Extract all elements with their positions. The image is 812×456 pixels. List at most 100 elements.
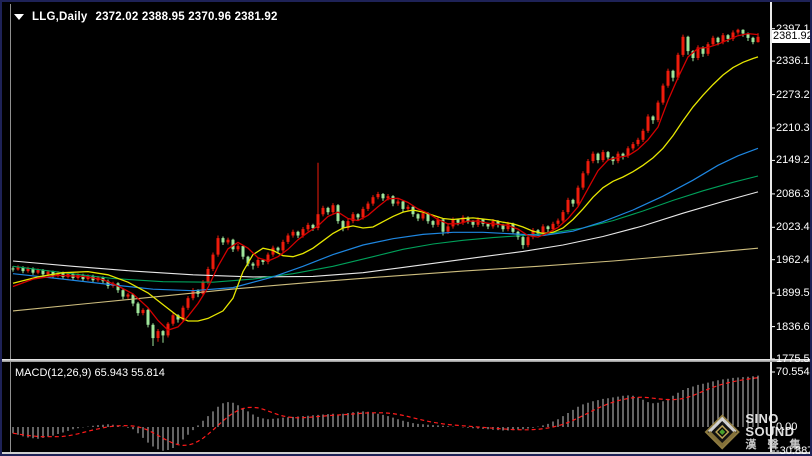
candle-body bbox=[56, 272, 60, 276]
symbol-dropdown-icon[interactable] bbox=[14, 14, 24, 20]
candle-body bbox=[736, 29, 740, 33]
candle-body bbox=[416, 214, 420, 219]
candle-body bbox=[726, 35, 730, 39]
candle-body bbox=[346, 221, 350, 228]
candle-body bbox=[566, 199, 570, 213]
candle-body bbox=[436, 219, 440, 225]
candle-body bbox=[681, 36, 685, 55]
candle-body bbox=[61, 272, 65, 277]
candle-body bbox=[351, 214, 355, 222]
candle-body bbox=[271, 247, 275, 255]
candle-body bbox=[636, 139, 640, 145]
candle-body bbox=[276, 247, 280, 251]
candle-body bbox=[526, 237, 530, 246]
candle-body bbox=[706, 44, 710, 54]
pane-separator[interactable] bbox=[2, 359, 810, 362]
candle-body bbox=[396, 201, 400, 204]
candle-body bbox=[621, 153, 625, 156]
candle-body bbox=[386, 196, 390, 199]
candle-body bbox=[371, 197, 375, 204]
candle-body bbox=[16, 267, 20, 270]
chart-left-border bbox=[10, 4, 11, 452]
candle-body bbox=[121, 290, 125, 297]
candle-body bbox=[36, 270, 40, 273]
candle-body bbox=[356, 214, 360, 218]
current-price-tag: 2381.92 bbox=[772, 30, 810, 43]
candle-body bbox=[581, 173, 585, 188]
candle-body bbox=[576, 187, 580, 204]
ma-line-red-fast bbox=[12, 32, 759, 331]
candle-body bbox=[556, 220, 560, 224]
candle-body bbox=[361, 208, 365, 218]
candle-body bbox=[286, 235, 290, 242]
candle-body bbox=[506, 223, 510, 230]
candle-body bbox=[641, 130, 645, 140]
brand-logo-icon bbox=[704, 413, 740, 450]
candle-body bbox=[281, 241, 285, 251]
macd-indicator-label: MACD(12,26,9) 65.943 55.814 bbox=[15, 367, 165, 379]
candle-body bbox=[666, 70, 670, 86]
candle-body bbox=[496, 221, 500, 225]
candle-body bbox=[756, 36, 760, 43]
candle-body bbox=[366, 203, 370, 209]
candle-body bbox=[421, 213, 425, 219]
candle-body bbox=[441, 219, 445, 232]
candle-body bbox=[571, 199, 575, 204]
candle-body bbox=[46, 271, 50, 275]
candle-body bbox=[181, 307, 185, 320]
candle-body bbox=[746, 33, 750, 38]
candle-body bbox=[751, 37, 755, 43]
candle-body bbox=[591, 153, 595, 162]
symbol-label: LLG,Daily bbox=[32, 11, 88, 23]
candle-body bbox=[451, 219, 455, 227]
candle-body bbox=[221, 238, 225, 243]
candle-body bbox=[331, 205, 335, 213]
candle-body bbox=[456, 219, 460, 223]
candle-body bbox=[716, 37, 720, 43]
candle-body bbox=[546, 226, 550, 230]
candle-body bbox=[676, 54, 680, 78]
candle-body bbox=[476, 219, 480, 225]
candle-body bbox=[151, 324, 155, 339]
candle-body bbox=[216, 238, 220, 255]
ma-line-white-slow bbox=[12, 191, 759, 278]
ma-line-yellow-mid bbox=[12, 56, 759, 322]
candle-body bbox=[256, 259, 260, 266]
candle-body bbox=[211, 254, 215, 269]
candle-body bbox=[176, 315, 180, 320]
symbol-quote-bar: LLG,Daily 2372.02 2388.95 2370.96 2381.9… bbox=[14, 11, 278, 23]
candle-body bbox=[11, 268, 15, 270]
candle-body bbox=[696, 47, 700, 58]
candle-body bbox=[161, 331, 165, 336]
candle-body bbox=[246, 256, 250, 264]
candle-body bbox=[461, 217, 465, 223]
candle-body bbox=[201, 282, 205, 294]
candle-body bbox=[531, 230, 535, 238]
candle-body bbox=[171, 315, 175, 324]
candle-body bbox=[341, 221, 345, 228]
candle-body bbox=[241, 246, 245, 257]
candle-body bbox=[606, 152, 610, 158]
candle-body bbox=[701, 47, 705, 54]
candle-body bbox=[711, 37, 715, 45]
candle-body bbox=[376, 194, 380, 198]
candle-body bbox=[691, 51, 695, 58]
candle-body bbox=[646, 116, 650, 131]
candle-body bbox=[541, 226, 545, 234]
macd-signal-line bbox=[12, 377, 759, 447]
candle-body bbox=[381, 194, 385, 199]
candle-body bbox=[136, 303, 140, 314]
candle-body bbox=[671, 70, 675, 78]
candle-body bbox=[631, 144, 635, 149]
candle-body bbox=[116, 283, 120, 291]
candle-body bbox=[186, 298, 190, 308]
candle-body bbox=[596, 153, 600, 161]
candle-body bbox=[306, 224, 310, 230]
candle-body bbox=[141, 309, 145, 314]
candle-body bbox=[326, 207, 330, 213]
candle-body bbox=[626, 148, 630, 156]
candle-body bbox=[406, 206, 410, 209]
candle-body bbox=[236, 246, 240, 250]
